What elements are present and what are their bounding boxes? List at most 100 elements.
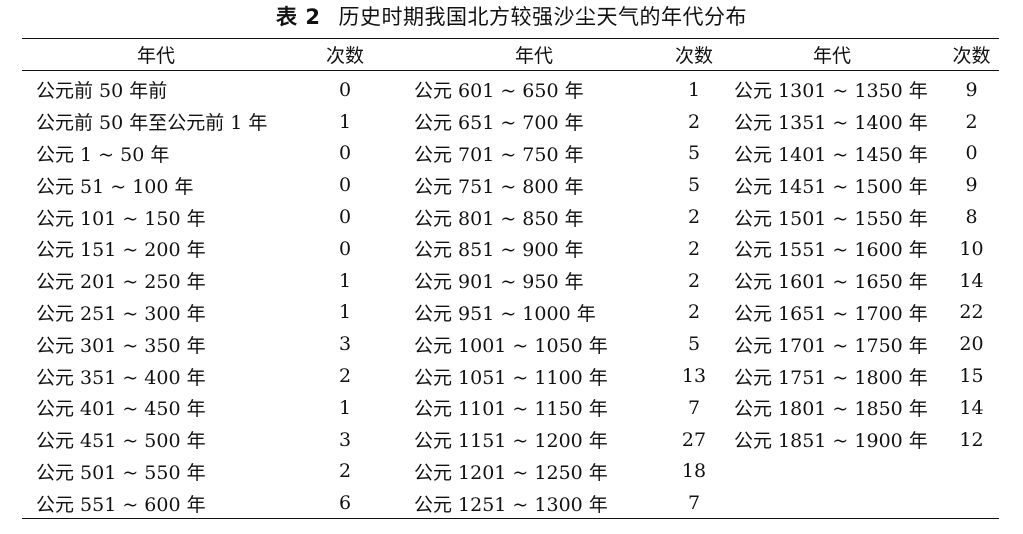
- period-cell: 公元 1101 ~ 1150 年: [414, 398, 608, 421]
- count-cell: [944, 487, 999, 519]
- count-cell: 1: [687, 78, 701, 101]
- count-cell: 7: [687, 492, 701, 515]
- period-cell: 公元 1051 ~ 1100 年: [414, 366, 608, 389]
- period-cell: 公元 1451 ~ 1500 年: [734, 175, 928, 198]
- table-bottom-rule: [22, 518, 999, 519]
- period-cell: [720, 456, 944, 488]
- header-count-2: 次数: [674, 45, 713, 67]
- period-cell: 公元前 50 年至公元前 1 年: [36, 112, 268, 135]
- period-cell: [720, 487, 944, 519]
- table-row: 公元前 50 年至公元前 1 年 1 公元 651 ~ 700 年 2 公元 1351 …: [22, 106, 999, 138]
- period-cell: 公元 1001 ~ 1050 年: [414, 334, 608, 357]
- period-cell: 公元 351 ~ 400 年: [36, 366, 206, 389]
- table-row: 公元 251 ~ 300 年 1 公元 951 ~ 1000 年 2 公元 1651 ~…: [22, 297, 999, 329]
- period-cell: 公元 1851 ~ 1900 年: [734, 430, 928, 453]
- table-caption-title: 历史时期我国北方较强沙尘天气的年代分布: [338, 5, 747, 29]
- count-cell: 2: [687, 206, 701, 229]
- count-cell: 2: [687, 301, 701, 324]
- count-cell: 1: [338, 110, 352, 133]
- period-cell: 公元 251 ~ 300 年: [36, 302, 206, 325]
- table-row: 公元 1 ~ 50 年 0 公元 701 ~ 750 年 5 公元 1401 ~ 145…: [22, 138, 999, 170]
- period-cell: 公元 1751 ~ 1800 年: [734, 366, 928, 389]
- count-cell: 2: [687, 237, 701, 260]
- table-top-rule: [22, 38, 999, 39]
- period-cell: 公元 101 ~ 150 年: [36, 207, 206, 230]
- table-row: 公元 551 ~ 600 年 6 公元 1251 ~ 1300 年 7: [22, 487, 999, 519]
- count-cell: 2: [687, 269, 701, 292]
- period-cell: 公元 501 ~ 550 年: [36, 461, 206, 484]
- count-cell: 3: [338, 333, 352, 356]
- table-row: 公元前 50 年前 0 公元 601 ~ 650 年 1 公元 1301 ~ 1350 …: [22, 70, 999, 106]
- count-cell: 14: [959, 396, 984, 419]
- period-cell: 公元前 50 年前: [36, 80, 168, 103]
- count-cell: 27: [681, 428, 707, 451]
- period-cell: 公元 1201 ~ 1250 年: [414, 461, 608, 484]
- count-cell: 5: [687, 333, 701, 356]
- count-cell: 13: [681, 365, 707, 388]
- period-cell: 公元 1651 ~ 1700 年: [734, 302, 928, 325]
- count-cell: 14: [959, 269, 984, 292]
- period-cell: 公元 1601 ~ 1650 年: [734, 271, 928, 294]
- count-cell: 9: [965, 174, 978, 197]
- period-cell: 公元 801 ~ 850 年: [414, 207, 584, 230]
- period-cell: 公元 951 ~ 1000 年: [414, 302, 596, 325]
- period-cell: 公元 651 ~ 700 年: [414, 112, 584, 135]
- period-cell: 公元 551 ~ 600 年: [36, 493, 206, 516]
- period-cell: 公元 1351 ~ 1400 年: [734, 112, 928, 135]
- table-row: 公元 451 ~ 500 年 3 公元 1151 ~ 1200 年 27 公元 1851…: [22, 424, 999, 456]
- count-cell: 22: [959, 301, 984, 324]
- period-cell: 公元 1301 ~ 1350 年: [734, 80, 928, 103]
- table-row: 公元 301 ~ 350 年 3 公元 1001 ~ 1050 年 5 公元 1701 …: [22, 328, 999, 360]
- table-row: 公元 151 ~ 200 年 0 公元 851 ~ 900 年 2 公元 1551 ~ …: [22, 233, 999, 265]
- header-period-3: 年代: [812, 45, 851, 67]
- period-cell: 公元 451 ~ 500 年: [36, 430, 206, 453]
- count-cell: 0: [965, 142, 978, 165]
- count-cell: 7: [687, 396, 701, 419]
- header-count-1: 次数: [325, 45, 364, 67]
- period-cell: 公元 601 ~ 650 年: [414, 80, 584, 103]
- count-cell: 1: [338, 269, 352, 292]
- table-caption-label: 表 2: [276, 5, 321, 29]
- header-count-3: 次数: [952, 45, 991, 67]
- count-cell: [944, 456, 999, 488]
- count-cell: 3: [338, 428, 352, 451]
- period-cell: 公元 701 ~ 750 年: [414, 143, 584, 166]
- table-row: 公元 51 ~ 100 年 0 公元 751 ~ 800 年 5 公元 1451 ~ 1…: [22, 169, 999, 201]
- count-cell: 9: [965, 78, 978, 101]
- period-cell: 公元 901 ~ 950 年: [414, 271, 584, 294]
- count-cell: 10: [959, 237, 984, 260]
- count-cell: 12: [959, 428, 984, 451]
- count-cell: 2: [338, 460, 352, 483]
- count-cell: 0: [338, 78, 352, 101]
- count-cell: 0: [338, 237, 352, 260]
- table-row: 公元 201 ~ 250 年 1 公元 901 ~ 950 年 2 公元 1601 ~ …: [22, 265, 999, 297]
- count-cell: 0: [338, 206, 352, 229]
- dust-weather-table: 年代 次数 年代 次数 年代 次数 公元前 50 年前 0 公元 601 ~ 650…: [22, 39, 999, 519]
- table-row: 公元 401 ~ 450 年 1 公元 1101 ~ 1150 年 7 公元 1801 …: [22, 392, 999, 424]
- period-cell: 公元 1801 ~ 1850 年: [734, 398, 928, 421]
- period-cell: 公元 1401 ~ 1450 年: [734, 143, 928, 166]
- period-cell: 公元 1551 ~ 1600 年: [734, 239, 928, 262]
- count-cell: 15: [959, 365, 984, 388]
- period-cell: 公元 301 ~ 350 年: [36, 334, 206, 357]
- table-caption: 表 2 历史时期我国北方较强沙尘天气的年代分布: [0, 2, 1023, 32]
- header-period-1: 年代: [136, 45, 175, 67]
- table-header-rule: [22, 70, 999, 71]
- period-cell: 公元 751 ~ 800 年: [414, 175, 584, 198]
- count-cell: 5: [687, 142, 701, 165]
- table-body: 公元前 50 年前 0 公元 601 ~ 650 年 1 公元 1301 ~ 1350 …: [22, 70, 999, 519]
- count-cell: 0: [338, 174, 352, 197]
- count-cell: 1: [338, 301, 352, 324]
- count-cell: 18: [681, 460, 707, 483]
- count-cell: 0: [338, 142, 352, 165]
- period-cell: 公元 151 ~ 200 年: [36, 239, 206, 262]
- period-cell: 公元 1701 ~ 1750 年: [734, 334, 928, 357]
- count-cell: 1: [338, 396, 352, 419]
- period-cell: 公元 401 ~ 450 年: [36, 398, 206, 421]
- table-row: 公元 101 ~ 150 年 0 公元 801 ~ 850 年 2 公元 1501 ~ …: [22, 201, 999, 233]
- count-cell: 2: [687, 110, 701, 133]
- table-header-row: 年代 次数 年代 次数 年代 次数: [22, 39, 999, 70]
- count-cell: 2: [338, 365, 352, 388]
- period-cell: 公元 51 ~ 100 年: [36, 175, 194, 198]
- count-cell: 8: [965, 206, 978, 229]
